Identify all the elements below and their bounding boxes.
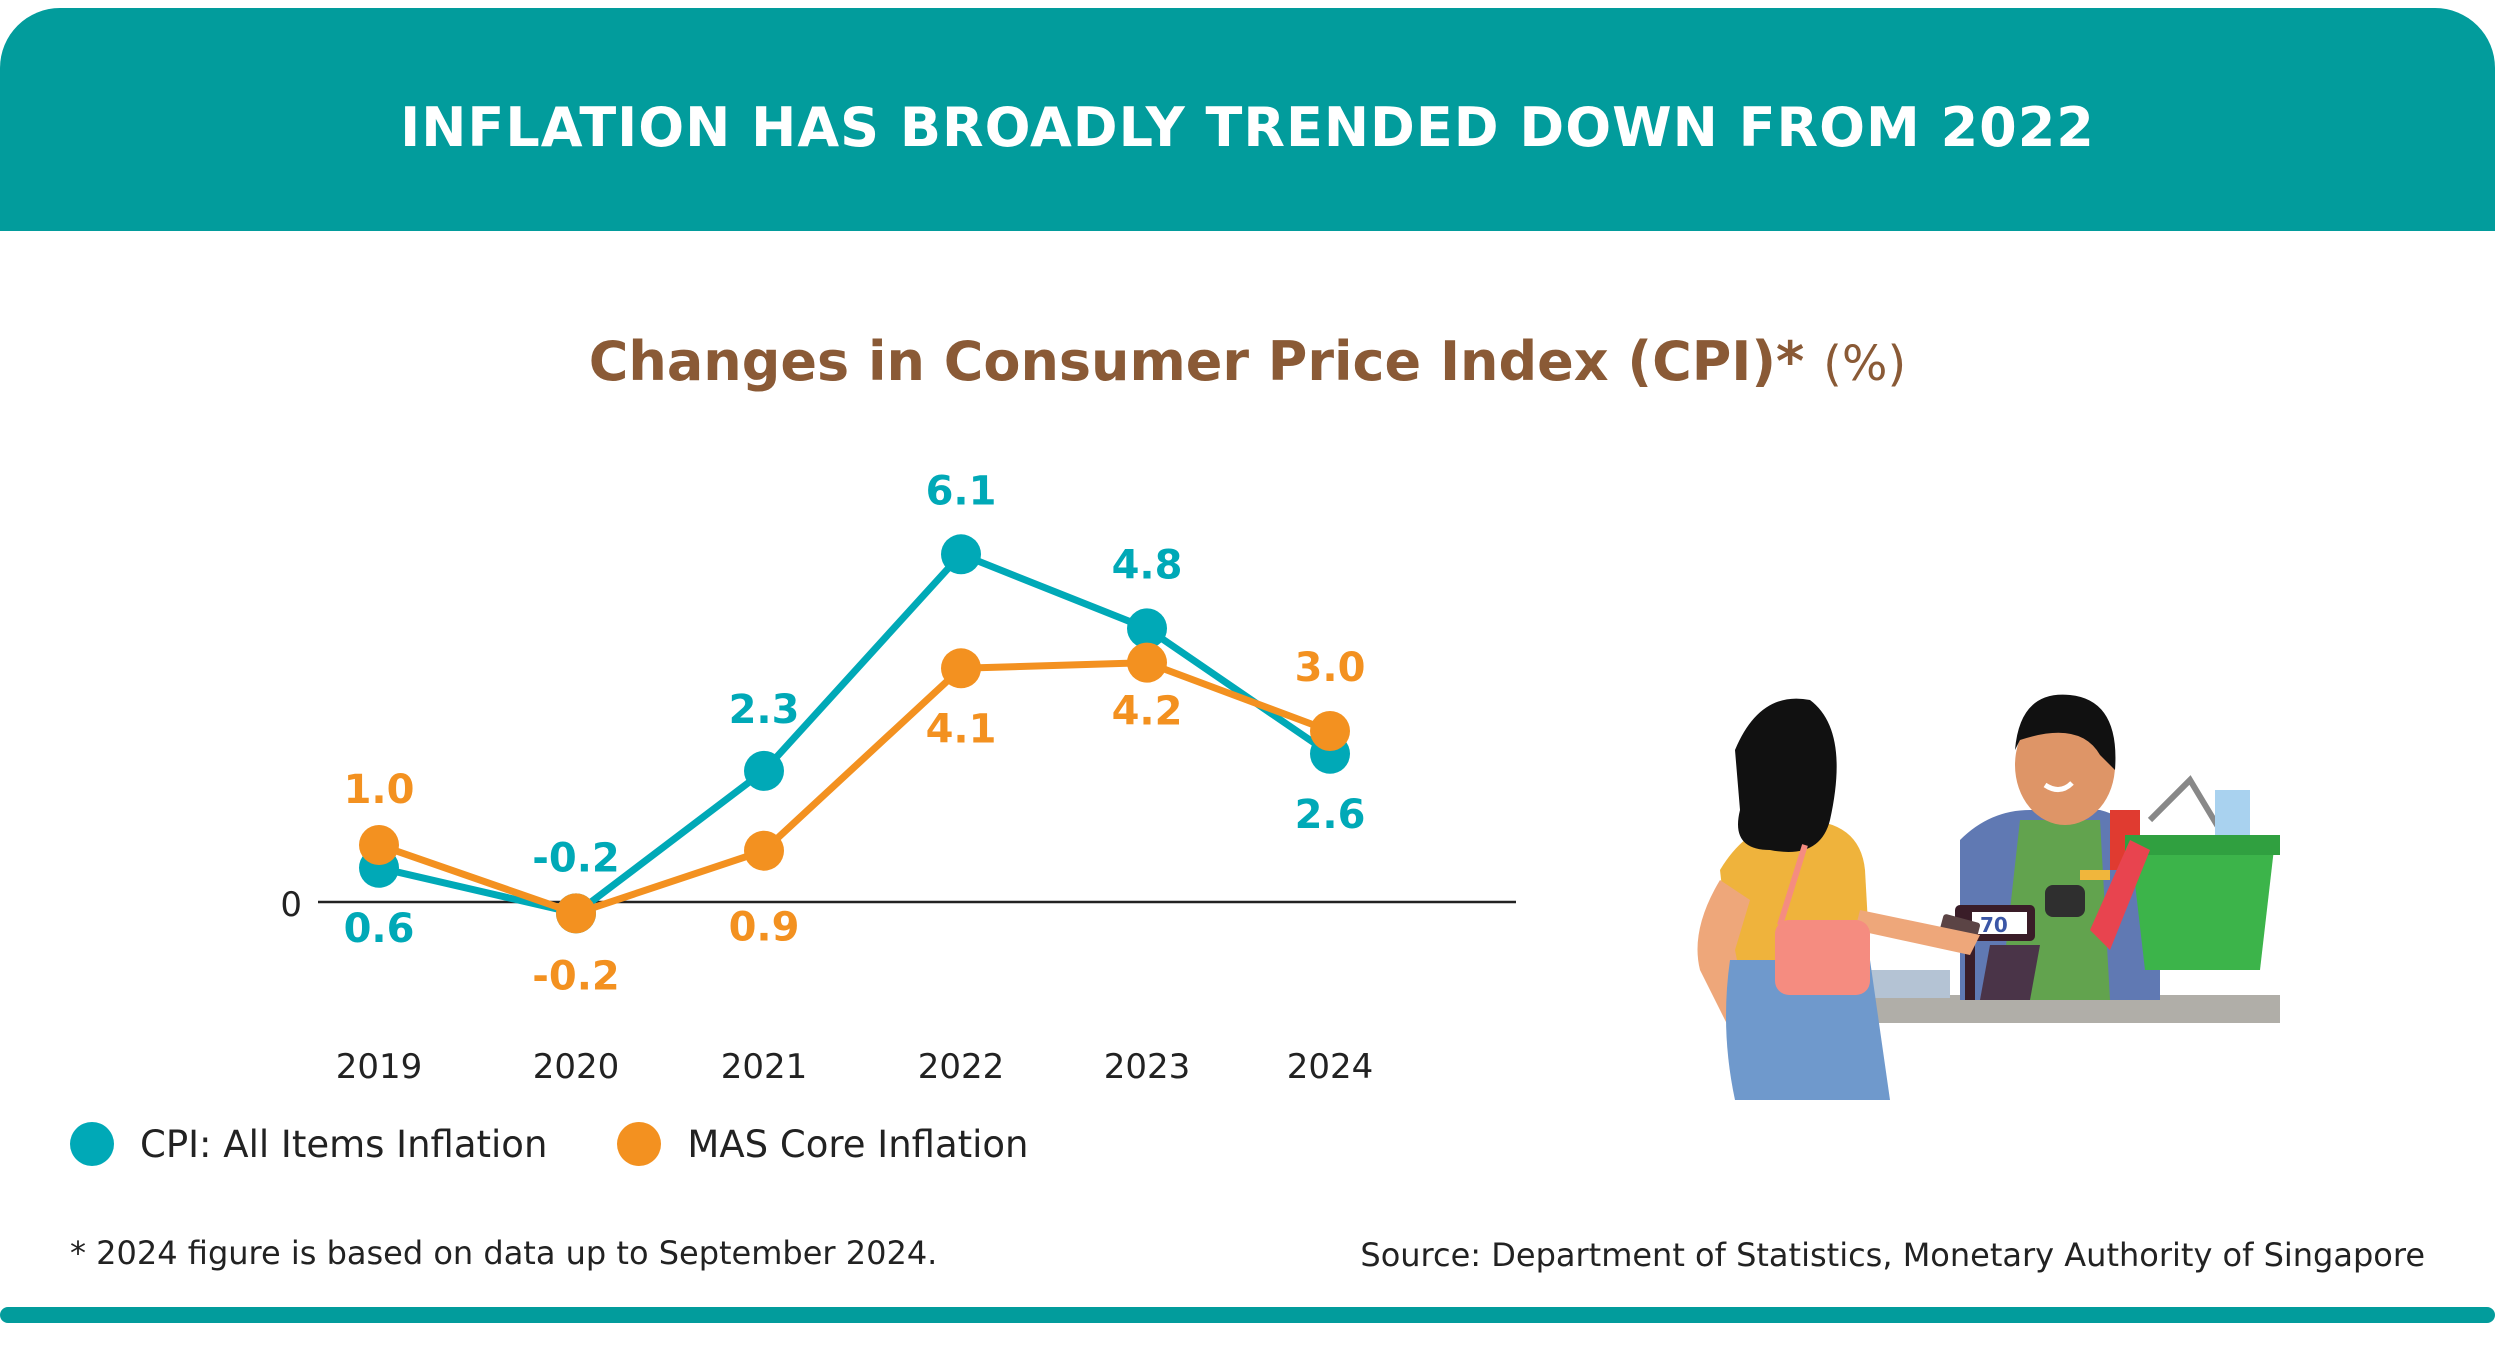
footnote: * 2024 figure is based on data up to Sep… — [70, 1234, 938, 1272]
chart-legend: CPI: All Items Inflation MAS Core Inflat… — [70, 1122, 1089, 1166]
series-cpi: 0.6 -0.2 2.3 6.1 4.8 2.6 — [344, 468, 1366, 952]
register-display: 70 — [1980, 913, 2008, 937]
legend-item-core: MAS Core Inflation — [617, 1122, 1029, 1166]
data-point — [744, 750, 784, 791]
legend-label-cpi: CPI: All Items Inflation — [140, 1122, 548, 1166]
data-label: 6.1 — [926, 468, 997, 514]
legend-swatch-cpi — [70, 1122, 114, 1166]
data-label: 2.3 — [729, 687, 800, 733]
data-label: 3.0 — [1295, 645, 1366, 691]
data-point — [556, 893, 596, 934]
data-point — [359, 825, 399, 865]
chart-title-text: Changes in Consumer Price Index (CPI)* — [588, 330, 1805, 393]
chart-title: Changes in Consumer Price Index (CPI)* (… — [0, 330, 2495, 393]
header-banner: INFLATION HAS BROADLY TRENDED DOWN FROM … — [0, 8, 2495, 231]
data-point — [1127, 642, 1167, 683]
data-label: 4.1 — [926, 706, 997, 752]
source-note: Source: Department of Statistics, Moneta… — [1360, 1236, 2425, 1274]
data-point — [941, 534, 981, 575]
data-point — [1310, 711, 1350, 751]
data-label: 2.6 — [1295, 792, 1366, 838]
data-point — [744, 830, 784, 871]
data-label: -0.2 — [532, 835, 619, 881]
shopper-at-checkout-illustration: 70 — [1697, 694, 2280, 1100]
x-tick-label: 2020 — [533, 1047, 620, 1087]
data-label: -0.2 — [532, 953, 619, 999]
footer-bar — [0, 1307, 2495, 1323]
series-core: 1.0 -0.2 0.9 4.1 4.2 3.0 — [344, 642, 1366, 999]
x-tick-label: 2024 — [1287, 1047, 1374, 1087]
data-point — [941, 648, 981, 689]
data-point — [1127, 608, 1167, 649]
x-tick-label: 2019 — [336, 1047, 423, 1087]
data-label: 0.9 — [729, 905, 800, 951]
x-tick-label: 2023 — [1104, 1047, 1191, 1087]
page-title: INFLATION HAS BROADLY TRENDED DOWN FROM … — [400, 96, 2095, 159]
x-tick-label: 2022 — [918, 1047, 1005, 1087]
legend-item-cpi: CPI: All Items Inflation — [70, 1122, 547, 1166]
data-label: 0.6 — [344, 906, 415, 952]
series-line — [377, 659, 1332, 917]
chart-title-unit: (%) — [1823, 336, 1907, 392]
x-tick-label: 2021 — [721, 1047, 808, 1087]
legend-swatch-core — [617, 1122, 662, 1166]
data-label: 1.0 — [344, 767, 415, 813]
zero-label: 0 — [280, 885, 302, 925]
legend-label-core: MAS Core Inflation — [687, 1122, 1029, 1166]
data-label: 4.8 — [1112, 542, 1183, 588]
series-line — [378, 550, 1332, 917]
data-label: 4.2 — [1112, 689, 1183, 735]
